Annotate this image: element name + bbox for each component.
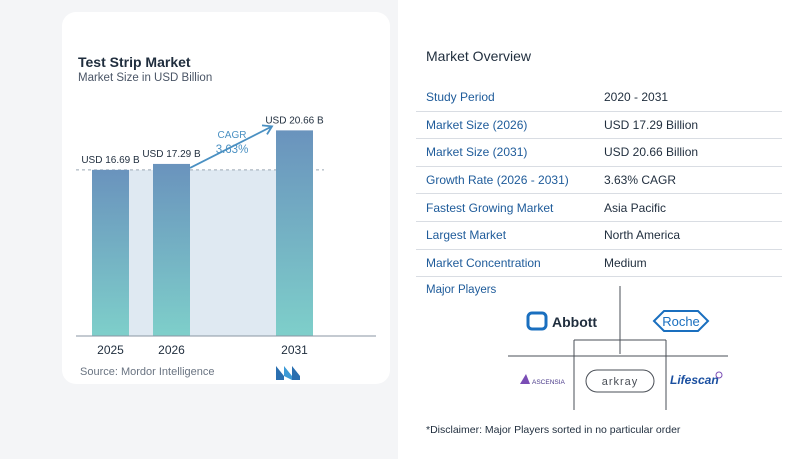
- bar-2026: [153, 163, 190, 336]
- x-tick-label: 2025: [97, 343, 124, 357]
- row-value: Medium: [604, 255, 647, 270]
- mordor-logo-icon: [276, 366, 300, 380]
- cagr-value: 3.63%: [216, 144, 249, 156]
- row-key: Study Period: [426, 90, 495, 105]
- player-name: Roche: [662, 314, 700, 329]
- row-key: Market Concentration: [426, 255, 541, 270]
- abbott-logo: Abbott: [526, 311, 597, 331]
- x-tick-label: 2031: [281, 343, 308, 357]
- x-tick-label: 2026: [158, 343, 185, 357]
- row-value: USD 20.66 Billion: [604, 145, 699, 160]
- chart-title: Test Strip Market: [78, 54, 191, 70]
- player-name: Lifescan: [670, 373, 719, 387]
- row-value: North America: [604, 228, 681, 243]
- player-name: ASCENSIA: [532, 379, 566, 386]
- data-label: USD 20.66 B: [265, 115, 324, 126]
- row-value: 2020 - 2031: [604, 90, 669, 105]
- bar-chart: USD 16.69 B 2025 USD 17.29 B 2026 USD 20.66 …: [76, 115, 376, 357]
- row-value: 3.63% CAGR: [604, 173, 677, 188]
- row-key: Fastest Growing Market: [426, 200, 554, 215]
- table-row: Growth Rate (2026 - 2031) 3.63% CAGR: [416, 167, 782, 195]
- cagr-label: CAGR: [218, 130, 247, 141]
- row-key: Growth Rate (2026 - 2031): [426, 173, 569, 188]
- table-row: Market Size (2026) USD 17.29 Billion: [416, 112, 782, 140]
- roche-logo: Roche: [652, 310, 710, 332]
- chart-card: Test Strip Market Market Size in USD Bil…: [62, 12, 390, 384]
- source-note: Source: Mordor Intelligence: [80, 366, 215, 378]
- bar-2031: [276, 130, 313, 336]
- table-row: Fastest Growing Market Asia Pacific: [416, 194, 782, 222]
- data-label: USD 16.69 B: [81, 155, 140, 166]
- player-name: arkray: [602, 376, 639, 388]
- row-key: Largest Market: [426, 228, 507, 243]
- lifescan-logo: Lifescan: [670, 371, 723, 387]
- table-row: Largest Market North America: [416, 222, 782, 250]
- row-value: Asia Pacific: [604, 200, 667, 215]
- market-overview-panel: Market Overview Study Period 2020 - 2031 …: [398, 0, 800, 459]
- disclaimer: *Disclaimer: Major Players sorted in no …: [426, 424, 681, 436]
- table-row: Market Concentration Medium: [416, 250, 782, 278]
- table-row: Study Period 2020 - 2031: [416, 84, 782, 112]
- overview-table: Study Period 2020 - 2031 Market Size (202…: [416, 84, 782, 278]
- bar-2025: [92, 169, 129, 336]
- ascensia-logo: ASCENSIA: [520, 374, 566, 386]
- data-label: USD 17.29 B: [142, 149, 201, 160]
- player-name: Abbott: [552, 314, 597, 330]
- cagr-arrow: [189, 124, 274, 169]
- table-row: Market Size (2031) USD 20.66 Billion: [416, 139, 782, 167]
- major-players-grid: Abbott Roche ASCENSIA arkray Lifescan: [508, 286, 728, 410]
- overview-title: Market Overview: [426, 48, 532, 64]
- major-players-title: Major Players: [426, 284, 497, 296]
- row-key: Market Size (2031): [426, 145, 528, 160]
- row-value: USD 17.29 Billion: [604, 117, 699, 132]
- row-key: Market Size (2026): [426, 117, 528, 132]
- chart-subtitle: Market Size in USD Billion: [78, 72, 213, 84]
- arkray-logo: arkray: [585, 369, 655, 393]
